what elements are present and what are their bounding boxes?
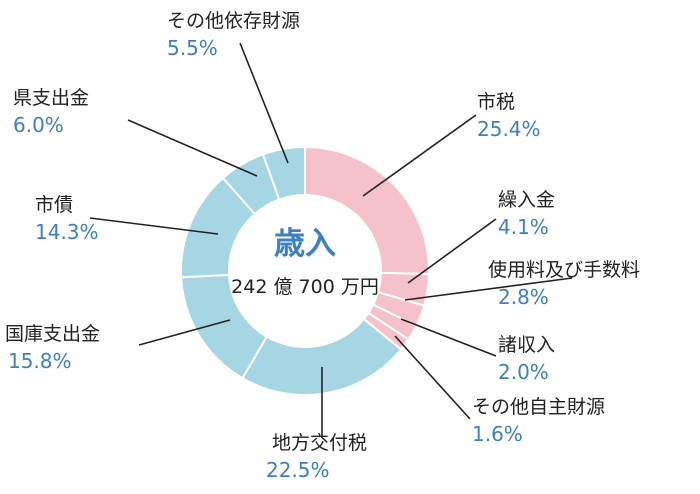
slice-label-10: その他依存財源 [167,10,300,32]
slice-percent-5: 1.6% [472,422,523,446]
slice-percent-7: 15.8% [8,349,72,373]
leader-line-10 [239,42,289,164]
slice-label-6: 地方交付税 [272,432,367,454]
slice-1 [304,145,430,276]
slice-percent-6: 22.5% [266,458,330,482]
slice-label-8: 市債 [35,194,73,216]
leader-line-4 [400,318,497,357]
slice-label-5: その他自主財源 [472,396,605,418]
slice-label-2: 繰入金 [498,189,555,211]
slice-percent-1: 25.4% [477,117,541,141]
slice-label-7: 国庫支出金 [5,323,100,345]
slice-percent-10: 5.5% [167,36,218,60]
leader-line-3 [404,277,573,301]
leader-line-5 [394,335,471,420]
center-total: 242 億 700 万円 [231,276,379,298]
slice-percent-3: 2.8% [498,285,549,309]
slice-percent-2: 4.1% [498,215,549,239]
slice-label-3: 使用料及び手数料 [488,259,640,281]
leader-line-7 [138,319,231,346]
slice-percent-8: 14.3% [35,220,99,244]
center-title: 歳入 [274,226,336,262]
leader-line-1 [362,114,477,197]
slice-label-9: 県支出金 [13,87,89,109]
leader-line-9 [127,119,258,177]
slice-label-4: 諸収入 [498,334,555,356]
slice-percent-4: 2.0% [498,360,549,384]
slice-10 [261,145,306,201]
slice-percent-9: 6.0% [13,113,64,137]
leader-line-8 [89,217,219,235]
leader-line-2 [407,218,497,284]
slice-label-1: 市税 [477,91,515,113]
